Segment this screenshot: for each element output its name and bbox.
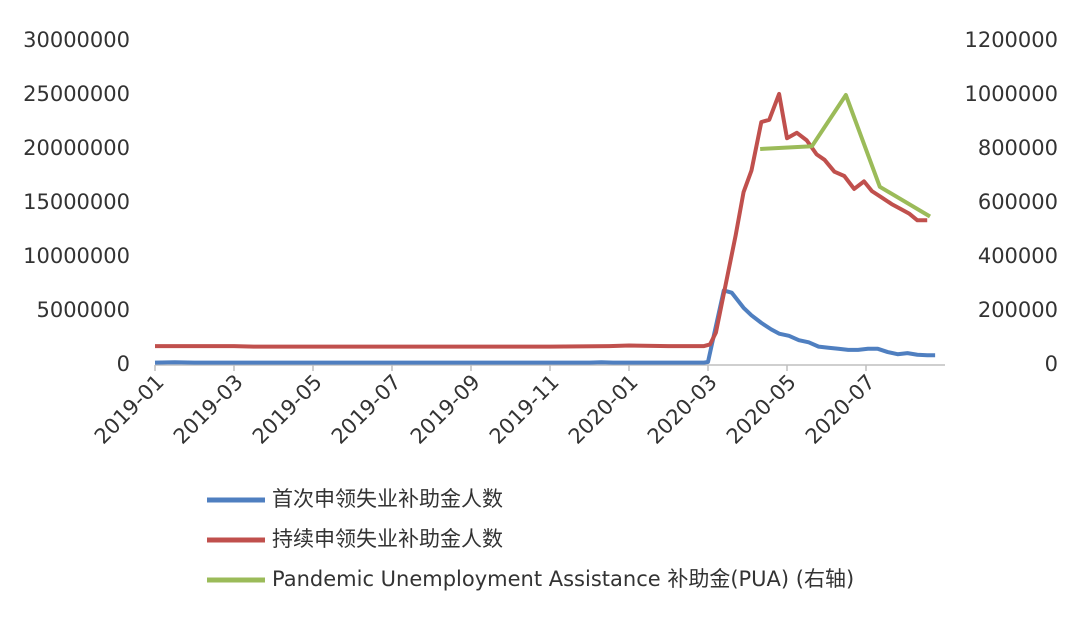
x-tick-label: 2019-03: [169, 370, 248, 449]
y2-tick-label: 200000: [978, 298, 1058, 322]
y-tick-label: 0: [117, 352, 130, 376]
legend-label: 持续申领失业补助金人数: [272, 527, 503, 551]
y2-tick-label: 800000: [978, 136, 1058, 160]
y-tick-label: 20000000: [23, 136, 130, 160]
legend-label: 首次申领失业补助金人数: [272, 487, 503, 511]
legend-label: Pandemic Unemployment Assistance 补助金(PUA…: [272, 567, 854, 591]
y-tick-label: 15000000: [23, 190, 130, 214]
y-tick-label: 30000000: [23, 28, 130, 52]
y2-tick-label: 0: [1045, 352, 1058, 376]
y-tick-label: 25000000: [23, 82, 130, 106]
series-line: [760, 93, 932, 219]
x-tick-label: 2019-11: [485, 370, 564, 449]
series-line: [154, 288, 936, 365]
x-tick-label: 2020-05: [722, 370, 801, 449]
x-tick-label: 2020-07: [801, 370, 880, 449]
y2-tick-label: 1000000: [964, 82, 1058, 106]
x-tick-label: 2020-03: [643, 370, 722, 449]
series-line: [155, 91, 928, 349]
x-tick-label: 2019-05: [248, 370, 327, 449]
y2-tick-label: 600000: [978, 190, 1058, 214]
x-tick-label: 2019-07: [327, 370, 406, 449]
y-tick-label: 5000000: [36, 298, 130, 322]
x-tick-label: 2019-09: [406, 370, 485, 449]
y-tick-label: 10000000: [23, 244, 130, 268]
x-tick-label: 2020-01: [564, 370, 643, 449]
x-tick-label: 2019-01: [90, 370, 169, 449]
y2-tick-label: 400000: [978, 244, 1058, 268]
y2-tick-label: 1200000: [964, 28, 1058, 52]
